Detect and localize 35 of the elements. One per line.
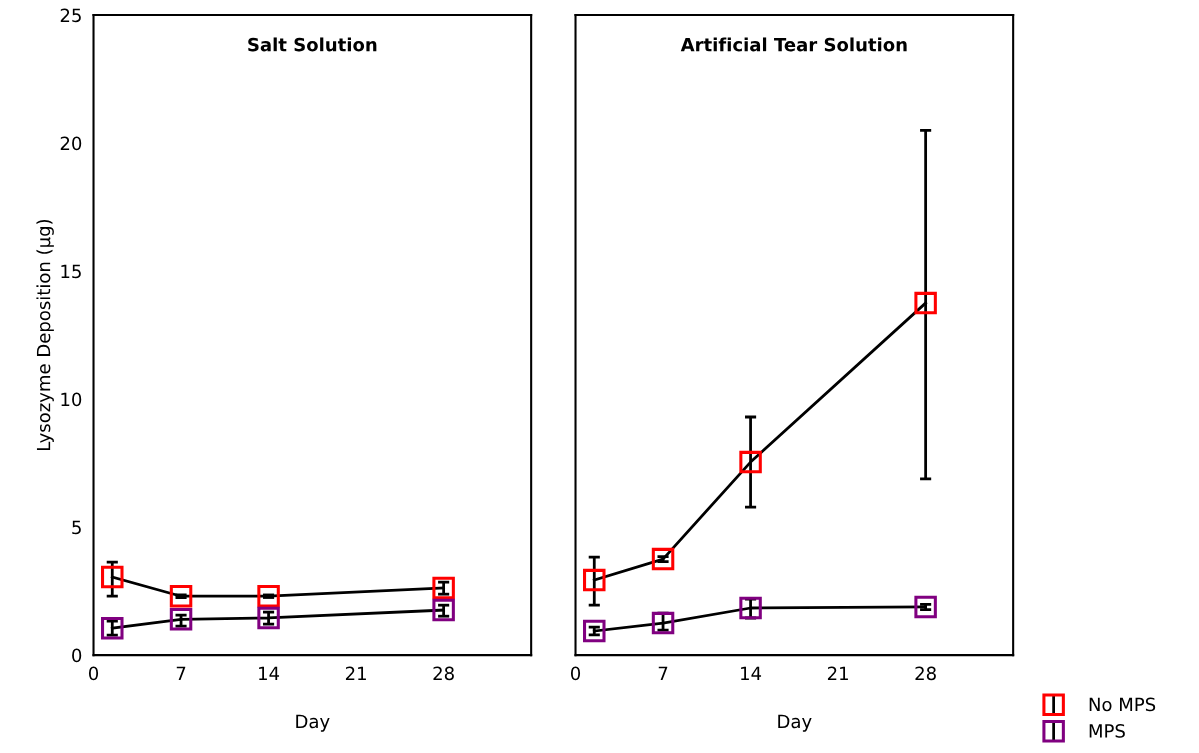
point [101, 565, 124, 589]
y-tick-label: 15 [61, 264, 81, 279]
x-tick-label: 28 [433, 666, 454, 681]
x-axis-title: Day [296, 714, 330, 732]
x-tick-label: 14 [259, 666, 280, 680]
x-tick-label: 28 [915, 666, 936, 681]
x-axis-title: Day [778, 714, 812, 732]
point [169, 608, 193, 631]
legend-label: MPS [1089, 724, 1125, 738]
point [169, 584, 193, 608]
point [651, 547, 675, 571]
text: Salt Solution [248, 37, 377, 52]
point [914, 291, 937, 315]
point [257, 584, 280, 608]
y-tick-label: 25 [60, 8, 81, 23]
text: Artificial Tear Solution [680, 37, 907, 52]
x-tick-label: 7 [658, 666, 668, 680]
y-axis-title: Lysozyme Deposition (µg) [36, 219, 54, 451]
y-tick-label: 5 [72, 520, 81, 535]
legend-label: No MPS [1089, 697, 1156, 712]
point [739, 450, 762, 474]
y-tick-label: 20 [60, 136, 82, 151]
point [583, 568, 606, 592]
point [651, 611, 675, 635]
point [432, 598, 455, 622]
point [583, 619, 606, 643]
y-tick-label: 0 [72, 648, 82, 663]
y-tick-label: 10 [61, 392, 82, 407]
x-tick-label: 21 [827, 666, 848, 680]
x-tick-label: 0 [88, 666, 99, 681]
x-tick-label: 7 [176, 666, 186, 680]
point [914, 595, 937, 619]
x-tick-label: 21 [345, 666, 366, 680]
x-tick-label: 0 [570, 666, 581, 681]
x-tick-label: 14 [741, 666, 762, 680]
